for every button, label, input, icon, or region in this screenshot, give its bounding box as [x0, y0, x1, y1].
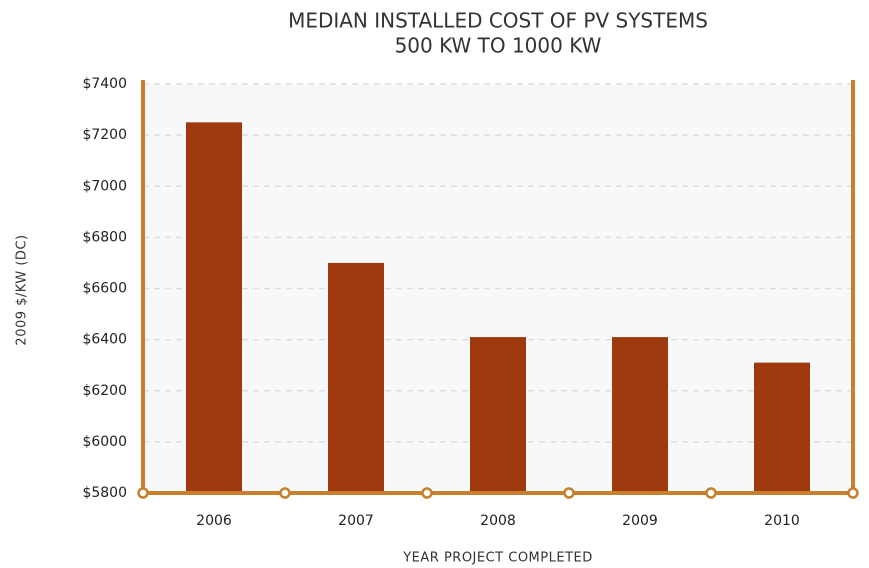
y-tick-label: $7000	[82, 178, 127, 194]
axis-node	[279, 487, 291, 499]
axis-node	[563, 487, 575, 499]
axis-node	[137, 487, 149, 499]
y-tick-label: $5800	[82, 485, 127, 501]
y-axis-label: 2009 $/KW (DC)	[15, 234, 30, 345]
axis-node	[847, 487, 859, 499]
y-tick-label: $6800	[82, 229, 127, 245]
axis-node	[705, 487, 717, 499]
x-tick-label: 2009	[622, 513, 658, 529]
y-tick-label: $6200	[82, 383, 127, 399]
y-tick-label: $6400	[82, 332, 127, 348]
y-tick-label: $7400	[82, 76, 127, 92]
x-tick-label: 2007	[338, 513, 374, 529]
y-tick-label: $7200	[82, 127, 127, 143]
y-tick-label: $6000	[82, 434, 127, 450]
bar	[612, 337, 668, 493]
axis-node	[421, 487, 433, 499]
bar	[328, 262, 384, 493]
x-axis-label: YEAR PROJECT COMPLETED	[402, 551, 593, 566]
x-tick-label: 2006	[196, 513, 232, 529]
bar	[754, 362, 810, 493]
chart-subtitle: 500 KW TO 1000 KW	[395, 34, 602, 58]
bar	[470, 337, 526, 493]
bar	[186, 122, 242, 493]
y-tick-label: $6600	[82, 281, 127, 297]
x-tick-label: 2008	[480, 513, 516, 529]
chart-title: MEDIAN INSTALLED COST OF PV SYSTEMS	[288, 9, 708, 33]
x-tick-label: 2010	[764, 513, 800, 529]
